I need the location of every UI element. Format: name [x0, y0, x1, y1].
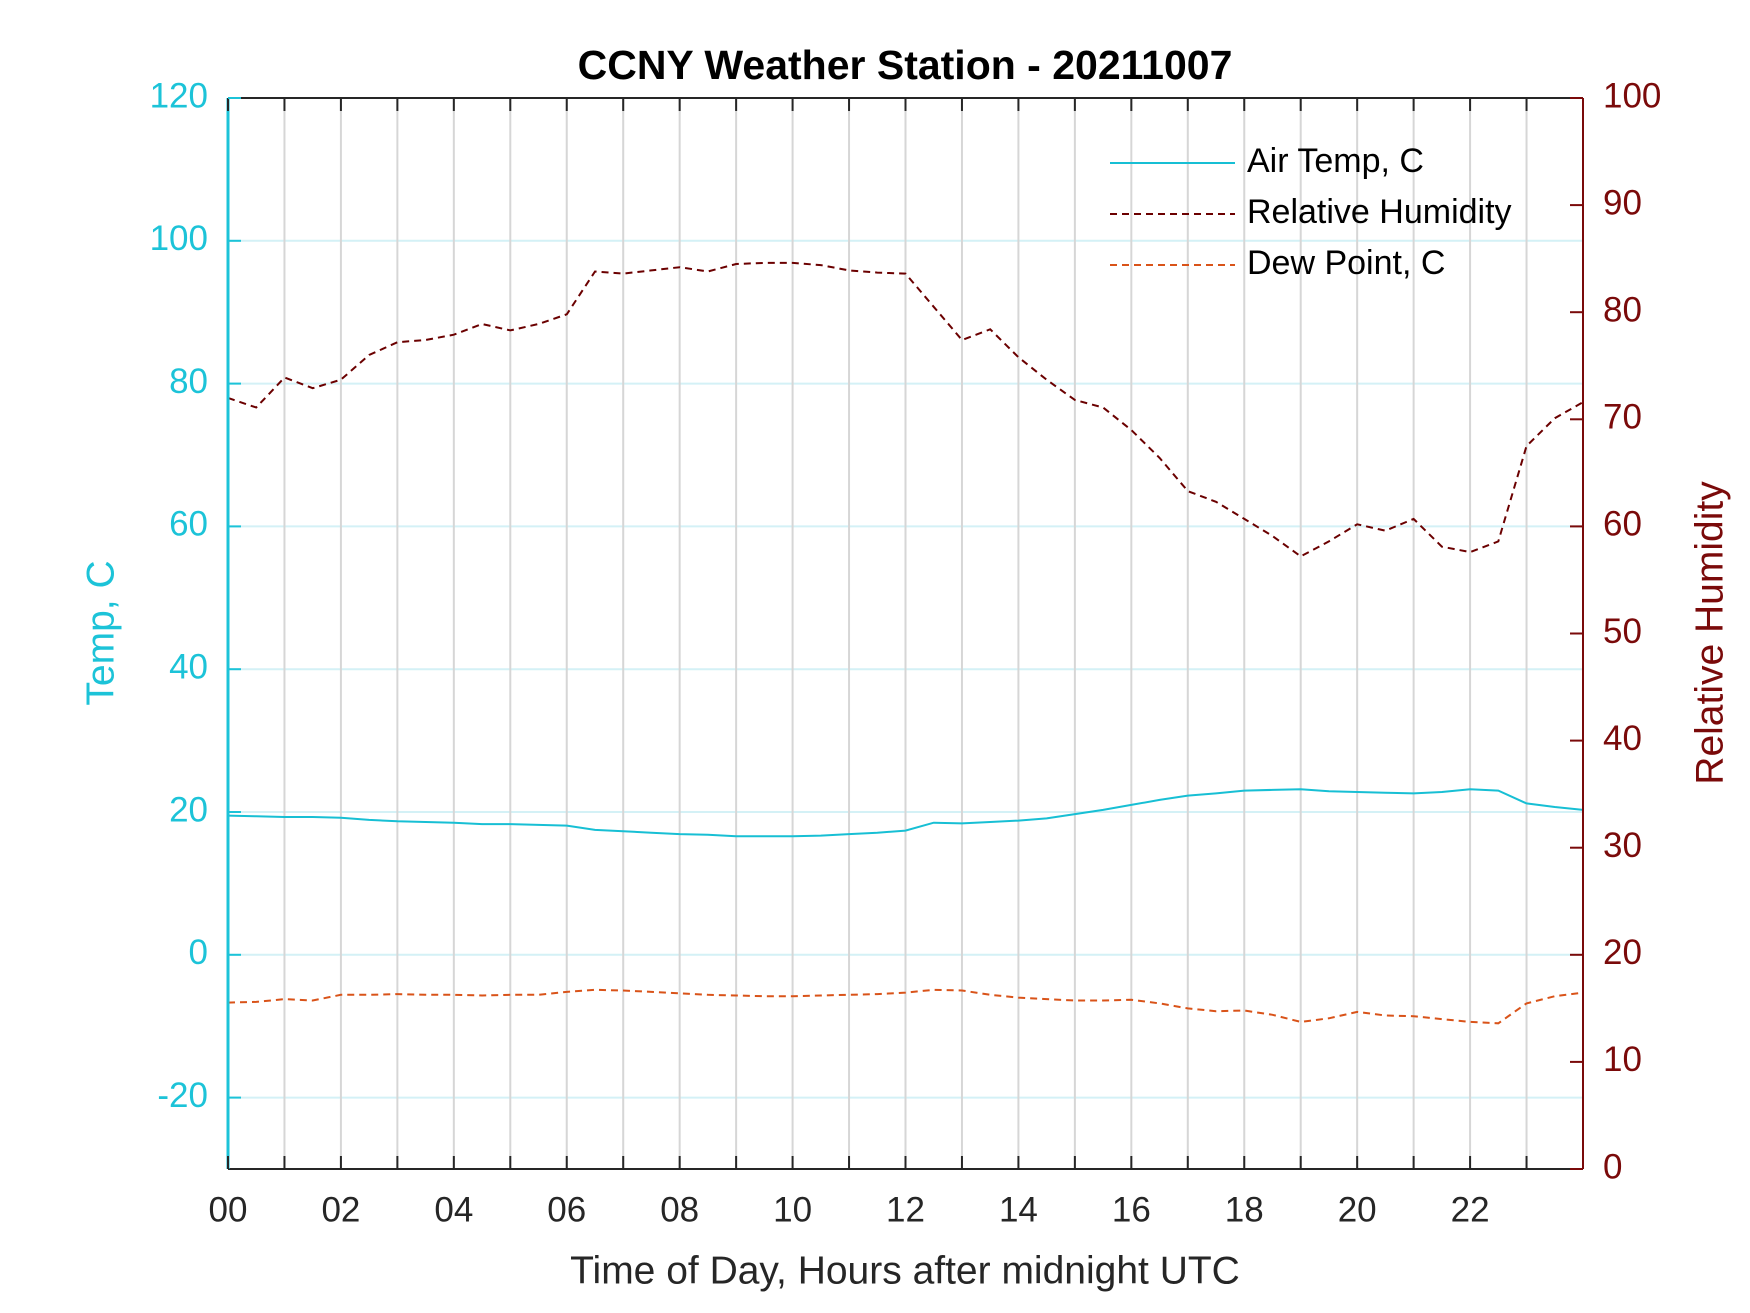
y-tick-label: 20 [169, 790, 208, 829]
y2-tick-label: 60 [1603, 505, 1642, 544]
y-axis-label: Temp, C [79, 560, 122, 705]
y2-tick-label: 100 [1603, 76, 1661, 115]
y-tick-label: 100 [150, 219, 208, 258]
y2-tick-label: 80 [1603, 290, 1642, 329]
legend-label: Air Temp, C [1247, 142, 1424, 180]
x-tick-label: 00 [209, 1190, 248, 1229]
data-line [227, 988, 1584, 1025]
x-tick-label: 16 [1112, 1190, 1151, 1229]
data-line [227, 261, 1584, 558]
y-tick-label: 60 [169, 505, 208, 544]
x-tick-label: 04 [434, 1190, 473, 1229]
x-tick-label: 02 [321, 1190, 360, 1229]
x-tick-label: 06 [547, 1190, 586, 1229]
y-tick-label: -20 [157, 1076, 208, 1115]
y2-tick-label: 20 [1603, 933, 1642, 972]
y2-tick-label: 90 [1603, 183, 1642, 222]
data-line [227, 788, 1584, 838]
y2-tick-label: 10 [1603, 1040, 1642, 1079]
x-tick-label: 22 [1451, 1190, 1490, 1229]
legend-label: Relative Humidity [1247, 193, 1512, 231]
x-axis-label: Time of Day, Hours after midnight UTC [570, 1249, 1240, 1292]
x-tick-label: 18 [1225, 1190, 1264, 1229]
legend-label: Dew Point, C [1247, 244, 1445, 282]
y-tick-label: 120 [150, 76, 208, 115]
x-tick-label: 10 [773, 1190, 812, 1229]
y-tick-label: 40 [169, 647, 208, 686]
y2-axis-label: Relative Humidity [1688, 481, 1731, 785]
y2-tick-label: 0 [1603, 1147, 1622, 1186]
x-tick-label: 12 [886, 1190, 925, 1229]
x-tick-label: 20 [1338, 1190, 1377, 1229]
y2-tick-label: 70 [1603, 398, 1642, 437]
y-tick-label: 0 [189, 933, 208, 972]
y2-tick-label: 40 [1603, 719, 1642, 758]
chart-title: CCNY Weather Station - 20211007 [578, 42, 1233, 88]
y-tick-label: 80 [169, 362, 208, 401]
x-tick-label: 14 [999, 1190, 1038, 1229]
x-tick-label: 08 [660, 1190, 699, 1229]
y2-tick-label: 50 [1603, 612, 1642, 651]
y2-tick-label: 30 [1603, 826, 1642, 865]
